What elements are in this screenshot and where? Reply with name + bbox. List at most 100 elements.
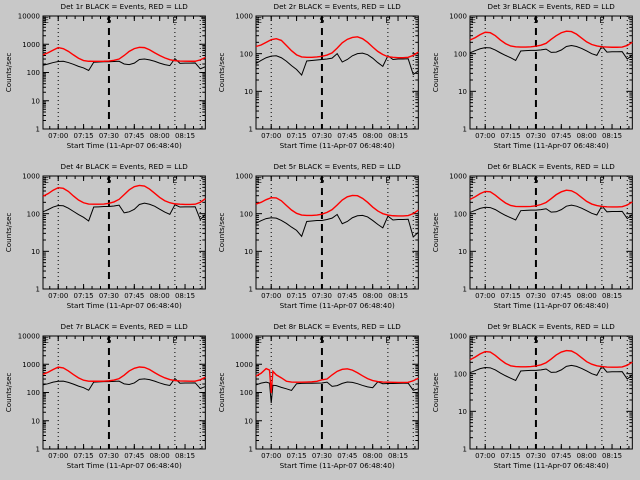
- y-tick-label: 1: [249, 286, 253, 294]
- panel-det-4r: Det 4r BLACK = Events, RED = LLD 1 10 100 10…: [0, 160, 213, 320]
- x-tick-label: 07:00: [475, 132, 495, 140]
- plot-frame: [255, 15, 420, 130]
- top-event-marker: E: [44, 336, 49, 345]
- plot-frame: [469, 335, 633, 450]
- x-tick-label: 07:30: [99, 132, 119, 140]
- top-event-marker: S: [106, 336, 111, 345]
- y-tick-label: 100: [240, 50, 253, 58]
- y-tick-label: 100: [240, 210, 253, 218]
- x-tick-label: 08:15: [602, 452, 622, 460]
- x-tick-label: 07:00: [475, 452, 495, 460]
- y-tick-label: 1: [36, 126, 40, 134]
- x-tick-label: 07:15: [287, 292, 307, 300]
- x-tick-label: 07:30: [99, 452, 119, 460]
- panel-title: Det 3r BLACK = Events, RED = LLD: [487, 2, 615, 11]
- x-tick-label: 08:00: [576, 452, 596, 460]
- x-tick-label: 07:45: [551, 292, 571, 300]
- plot-frame: [42, 175, 206, 290]
- series-events: [42, 377, 206, 391]
- x-tick-label: 07:45: [124, 292, 144, 300]
- x-tick-label: 07:00: [48, 132, 68, 140]
- panel-title: Det 5r BLACK = Events, RED = LLD: [274, 162, 402, 171]
- panel-det-3r: Det 3r BLACK = Events, RED = LLD 1 10 100 10…: [427, 0, 640, 160]
- y-tick-label: 10: [31, 248, 40, 256]
- x-tick-label: 07:45: [338, 452, 358, 460]
- y-axis-label: Counts/sec: [4, 213, 13, 253]
- series-lld: [469, 30, 633, 48]
- x-axis-label: Start Time (11-Apr-07 06:48:40): [67, 141, 182, 150]
- x-tick-label: 08:15: [602, 292, 622, 300]
- y-tick-label: 10: [244, 248, 253, 256]
- x-tick-label: 07:15: [74, 452, 94, 460]
- top-event-marker: S: [533, 336, 538, 345]
- x-tick-label: 07:00: [261, 292, 281, 300]
- y-tick-label: 1000: [22, 41, 40, 49]
- x-tick-label: 07:30: [312, 292, 332, 300]
- top-event-marker: S: [106, 16, 111, 25]
- y-axis-label: Counts/sec: [431, 373, 440, 413]
- y-tick-label: 1000: [449, 13, 467, 21]
- y-tick-label: 1000: [236, 173, 254, 181]
- y-tick-label: 100: [27, 389, 40, 397]
- y-tick-label: 100: [453, 210, 466, 218]
- x-tick-label: 07:45: [338, 292, 358, 300]
- x-tick-label: 07:30: [526, 292, 546, 300]
- panel-title: Det 4r BLACK = Events, RED = LLD: [61, 162, 189, 171]
- x-tick-label: 07:45: [124, 132, 144, 140]
- x-tick-label: 08:15: [175, 452, 195, 460]
- panel-title: Det 8r BLACK = Events, RED = LLD: [274, 322, 402, 331]
- x-tick-label: 07:15: [500, 452, 520, 460]
- top-event-marker: E: [386, 176, 391, 185]
- x-tick-label: 08:15: [602, 132, 622, 140]
- series-lld: [256, 36, 420, 59]
- top-event-marker: E: [599, 336, 604, 345]
- y-tick-label: 1: [249, 126, 253, 134]
- panel-det-7r: Det 7r BLACK = Events, RED = LLD 1 10 100 10…: [0, 320, 213, 480]
- x-tick-label: 08:00: [363, 452, 383, 460]
- x-tick-label: 07:45: [551, 132, 571, 140]
- plot-frame: [469, 15, 633, 130]
- x-axis-label: Start Time (11-Apr-07 06:48:40): [280, 301, 395, 310]
- top-event-marker: S: [320, 176, 325, 185]
- panel-det-5r: Det 5r BLACK = Events, RED = LLD 1 10 100 10…: [213, 160, 426, 320]
- y-tick-label: 100: [453, 50, 466, 58]
- panel-det-6r: Det 6r BLACK = Events, RED = LLD 1 10 100 10…: [427, 160, 640, 320]
- y-tick-label: 10: [31, 97, 40, 105]
- top-event-marker: E: [386, 16, 391, 25]
- x-tick-label: 08:00: [150, 452, 170, 460]
- x-tick-label: 07:30: [99, 292, 119, 300]
- panel-det-8r: Det 8r BLACK = Events, RED = LLD 1 10 100 10…: [213, 320, 426, 480]
- y-tick-label: 1: [462, 446, 466, 454]
- top-event-marker: E: [257, 336, 262, 345]
- top-event-marker: E: [599, 16, 604, 25]
- plot-frame: [469, 175, 633, 290]
- x-tick-label: 07:15: [74, 292, 94, 300]
- x-tick-label: 07:45: [551, 452, 571, 460]
- x-axis-label: Start Time (11-Apr-07 06:48:40): [67, 461, 182, 470]
- series-lld: [256, 194, 420, 217]
- y-tick-label: 10000: [18, 13, 40, 21]
- panel-det-9r: Det 9r BLACK = Events, RED = LLD 1 10 100 10…: [427, 320, 640, 480]
- series-events: [256, 381, 419, 404]
- x-tick-label: 07:30: [526, 452, 546, 460]
- x-tick-label: 07:00: [261, 452, 281, 460]
- top-event-marker: S: [533, 176, 538, 185]
- plot-frame: [255, 335, 420, 450]
- panel-title: Det 7r BLACK = Events, RED = LLD: [61, 322, 189, 331]
- y-tick-label: 10000: [18, 333, 40, 341]
- x-tick-label: 07:45: [124, 452, 144, 460]
- series-events: [469, 44, 633, 62]
- y-axis-label: Counts/sec: [431, 213, 440, 253]
- y-axis-label: Counts/sec: [4, 373, 13, 413]
- x-tick-label: 07:00: [261, 132, 281, 140]
- top-event-marker: E: [471, 176, 476, 185]
- series-events: [42, 202, 206, 222]
- y-tick-label: 1: [462, 126, 466, 134]
- x-tick-label: 07:15: [287, 132, 307, 140]
- y-axis-label: Counts/sec: [217, 213, 226, 253]
- x-tick-label: 07:30: [312, 132, 332, 140]
- series-lld: [469, 349, 633, 368]
- y-axis-label: Counts/sec: [4, 53, 13, 93]
- series-lld: [255, 367, 419, 394]
